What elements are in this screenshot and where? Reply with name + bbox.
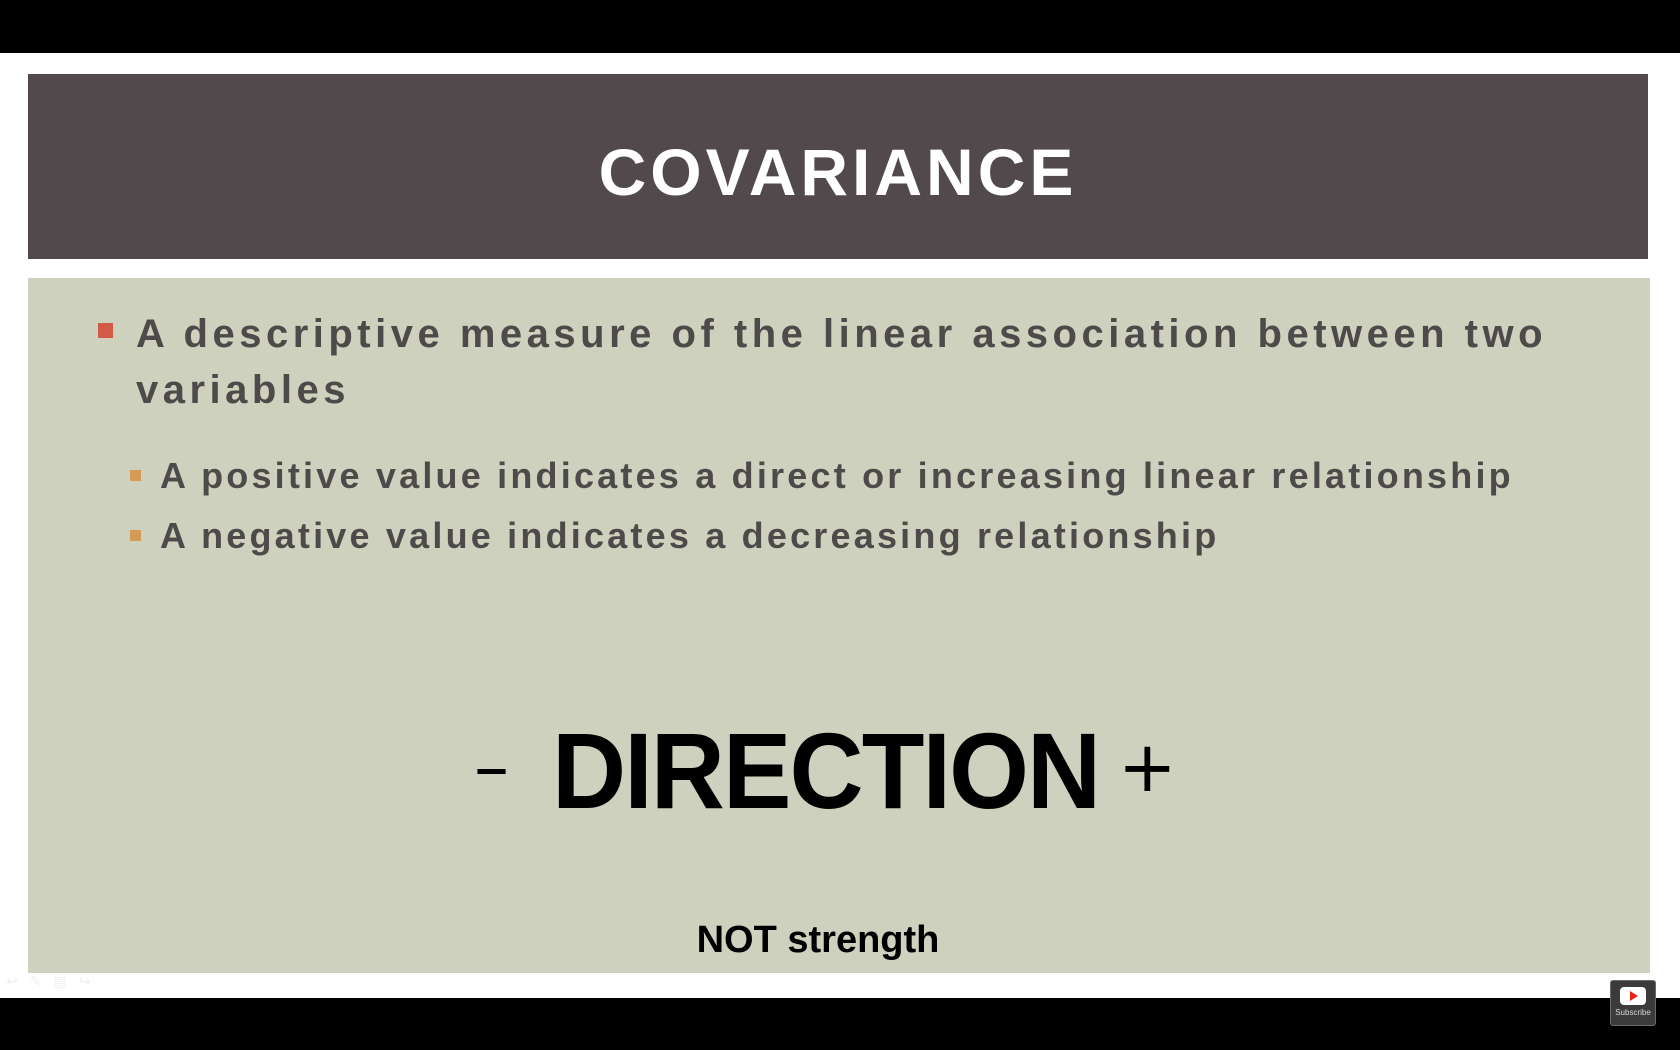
slideshow-toolbar: ↩ ✎ ▤ ↪	[6, 974, 90, 990]
square-bullet-icon	[130, 470, 141, 481]
sub-bullet-text: A positive value indicates a direct or i…	[160, 455, 1514, 496]
sub-bullet-positive: A positive value indicates a direct or i…	[130, 455, 1514, 497]
sub-bullet-negative: A negative value indicates a decreasing …	[130, 515, 1219, 557]
presentation-slide: COVARIANCE A descriptive measure of the …	[0, 53, 1680, 998]
subscribe-label: Subscribe	[1615, 1008, 1651, 1017]
direction-heading: DIRECTION	[552, 710, 1101, 831]
not-strength-note: NOT strength	[696, 919, 940, 961]
youtube-play-icon	[1620, 987, 1646, 1005]
pen-icon[interactable]: ✎	[29, 974, 42, 990]
minus-sign: –	[474, 726, 509, 808]
back-arrow-icon[interactable]: ↩	[6, 974, 18, 990]
forward-arrow-icon[interactable]: ↪	[78, 974, 91, 990]
sub-bullet-text: A negative value indicates a decreasing …	[160, 515, 1220, 556]
subscribe-button[interactable]: Subscribe	[1610, 980, 1656, 1026]
slide-title-band: COVARIANCE	[28, 74, 1648, 259]
square-bullet-icon	[130, 530, 141, 541]
slide-title: COVARIANCE	[598, 134, 1078, 209]
bullet-level-1: A descriptive measure of the linear asso…	[98, 306, 1588, 418]
bullet-text: A descriptive measure of the linear asso…	[136, 312, 1548, 412]
menu-icon[interactable]: ▤	[53, 974, 67, 990]
square-bullet-icon	[98, 323, 113, 338]
direction-row: – DIRECTION +	[0, 708, 1680, 831]
plus-sign: +	[1118, 726, 1177, 808]
slide-content: A descriptive measure of the linear asso…	[28, 278, 1650, 973]
